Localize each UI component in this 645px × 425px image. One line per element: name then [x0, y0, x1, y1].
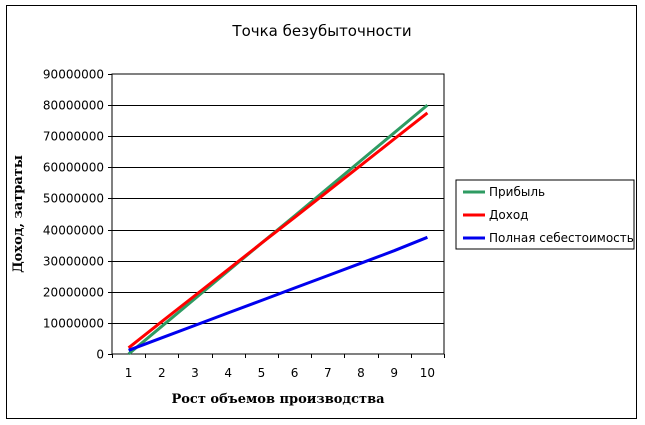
y-axis: 0 10000000 20000000 30000000 40000000 5000000…: [43, 68, 112, 362]
y-tick-label: 50000000: [43, 192, 104, 206]
x-tick-label: 1: [125, 366, 133, 380]
x-tick-label: 9: [390, 366, 398, 380]
y-tick-label: 30000000: [43, 255, 104, 269]
x-tick-label: 7: [324, 366, 332, 380]
series-line: [128, 235, 428, 352]
legend: Прибыль Доход Полная себестоимость: [455, 179, 635, 250]
series-line: [127, 111, 429, 349]
plot-area: [111, 73, 445, 355]
x-tick-label: 3: [191, 366, 199, 380]
legend-label: Полная себестоимость: [489, 231, 634, 245]
x-tick-label: 5: [258, 366, 266, 380]
y-tick-label: 70000000: [43, 130, 104, 144]
legend-box: [455, 179, 635, 250]
legend-label: Прибыль: [489, 185, 545, 199]
x-tick-label: 10: [420, 366, 435, 380]
x-axis-title: Рост объемов производства: [171, 392, 385, 407]
legend-label: Доход: [489, 208, 528, 222]
y-tick-label: 40000000: [43, 224, 104, 238]
x-tick-label: 2: [158, 366, 166, 380]
chart-title: Точка безубыточности: [231, 22, 411, 40]
x-tick-label: 4: [224, 366, 232, 380]
y-tick-label: 80000000: [43, 99, 104, 113]
x-axis: 1 2 3 4 5 6 7 8 9 10: [112, 354, 445, 380]
y-tick-label: 0: [96, 348, 104, 362]
y-tick-label: 90000000: [43, 68, 104, 82]
y-tick-label: 10000000: [43, 317, 104, 331]
x-tick-label: 6: [291, 366, 299, 380]
y-tick-label: 60000000: [43, 161, 104, 175]
series: [127, 103, 429, 356]
y-axis-title: Доход, затраты: [11, 155, 26, 273]
x-tick-label: 8: [357, 366, 365, 380]
y-tick-label: 20000000: [43, 286, 104, 300]
